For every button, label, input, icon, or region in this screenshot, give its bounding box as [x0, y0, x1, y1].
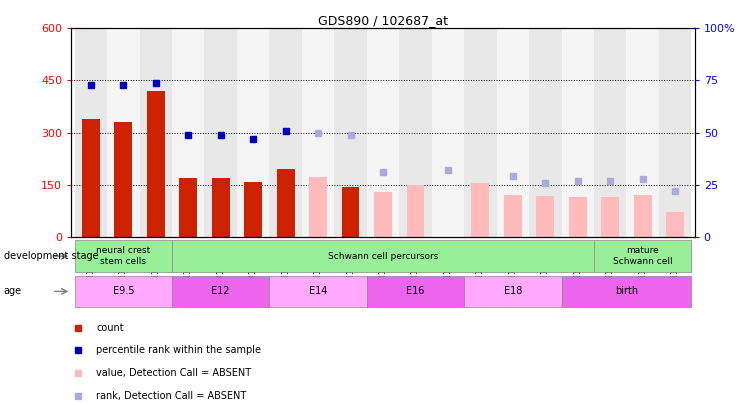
Bar: [602, 197, 619, 237]
Text: birth: birth: [615, 286, 638, 296]
Bar: [569, 197, 587, 237]
Bar: [626, 28, 659, 237]
Bar: [74, 275, 172, 307]
Text: E18: E18: [504, 286, 522, 296]
Text: age: age: [4, 286, 22, 296]
Bar: [140, 28, 172, 237]
Bar: [496, 28, 529, 237]
Text: count: count: [96, 323, 124, 333]
Bar: [74, 28, 107, 237]
Bar: [147, 91, 164, 237]
Bar: [172, 28, 204, 237]
Bar: [406, 185, 424, 237]
Bar: [74, 240, 172, 272]
Text: neural crest
stem cells: neural crest stem cells: [96, 247, 150, 266]
Bar: [334, 28, 366, 237]
Bar: [536, 196, 554, 237]
Bar: [374, 192, 392, 237]
Bar: [172, 240, 594, 272]
Bar: [179, 178, 198, 237]
Bar: [237, 28, 270, 237]
Bar: [464, 275, 562, 307]
Text: E9.5: E9.5: [113, 286, 134, 296]
Bar: [276, 169, 294, 237]
Bar: [562, 28, 594, 237]
Bar: [659, 28, 692, 237]
Bar: [366, 28, 400, 237]
Text: percentile rank within the sample: percentile rank within the sample: [96, 345, 261, 355]
Bar: [114, 122, 132, 237]
Bar: [594, 28, 626, 237]
Text: development stage: development stage: [4, 251, 98, 261]
Bar: [634, 194, 652, 237]
Bar: [270, 28, 302, 237]
Bar: [366, 275, 464, 307]
Bar: [244, 182, 262, 237]
Text: Schwann cell percursors: Schwann cell percursors: [328, 252, 438, 261]
Text: E16: E16: [406, 286, 424, 296]
Bar: [270, 275, 366, 307]
Bar: [107, 28, 140, 237]
Bar: [472, 183, 490, 237]
Text: E12: E12: [212, 286, 230, 296]
Bar: [432, 28, 464, 237]
Bar: [82, 119, 100, 237]
Bar: [309, 177, 327, 237]
Text: rank, Detection Call = ABSENT: rank, Detection Call = ABSENT: [96, 390, 246, 401]
Bar: [464, 28, 496, 237]
Bar: [529, 28, 562, 237]
Bar: [342, 187, 360, 237]
Bar: [172, 275, 270, 307]
Bar: [562, 275, 692, 307]
Text: mature
Schwann cell: mature Schwann cell: [613, 247, 673, 266]
Bar: [204, 28, 237, 237]
Text: E14: E14: [309, 286, 327, 296]
Text: value, Detection Call = ABSENT: value, Detection Call = ABSENT: [96, 368, 252, 378]
Bar: [594, 240, 692, 272]
Bar: [302, 28, 334, 237]
Bar: [504, 195, 522, 237]
Title: GDS890 / 102687_at: GDS890 / 102687_at: [318, 14, 448, 27]
Bar: [400, 28, 432, 237]
Bar: [212, 178, 230, 237]
Bar: [666, 212, 684, 237]
